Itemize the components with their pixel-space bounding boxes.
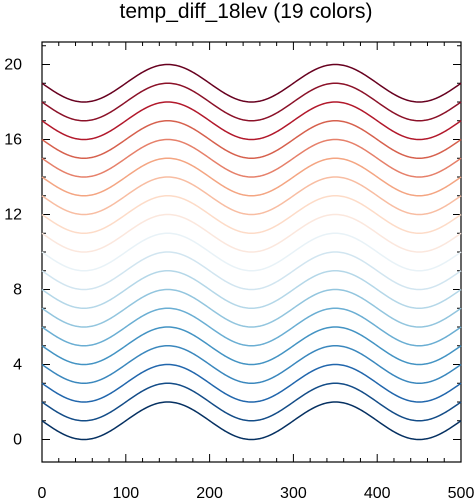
x-tick-label: 500	[448, 485, 474, 500]
y-tick-label: 20	[4, 57, 22, 74]
series-line	[41, 288, 462, 328]
series-line	[41, 138, 462, 178]
series-line	[41, 157, 462, 197]
series-line	[41, 63, 462, 103]
y-tick-label: 16	[4, 132, 22, 149]
series-curves	[41, 63, 462, 441]
tick-labels: 0 100 200 300 400 500 0 4 8 12 16 20	[4, 57, 474, 500]
chart-title: temp_diff_18lev (19 colors)	[120, 0, 373, 23]
y-tick-label: 8	[13, 282, 22, 299]
series-line	[41, 194, 462, 235]
series-line	[41, 82, 462, 122]
series-line	[41, 326, 462, 366]
x-tick-label: 400	[364, 485, 391, 500]
series-line	[41, 269, 462, 310]
x-tick-label: 300	[280, 485, 307, 500]
series-line	[41, 344, 462, 385]
series-line	[41, 232, 462, 272]
x-tick-label: 200	[196, 485, 223, 500]
series-line	[41, 401, 462, 441]
series-line	[41, 363, 462, 403]
series-line	[41, 119, 462, 160]
series-line	[41, 176, 462, 216]
series-line	[41, 382, 462, 422]
series-line	[41, 307, 462, 347]
y-tick-label: 12	[4, 207, 22, 224]
x-tick-label: 100	[112, 485, 139, 500]
series-line	[41, 251, 462, 291]
x-tick-label: 0	[38, 485, 47, 500]
y-tick-label: 4	[13, 357, 22, 374]
y-tick-label: 0	[13, 432, 22, 449]
series-line	[41, 101, 462, 141]
series-line	[41, 213, 462, 253]
